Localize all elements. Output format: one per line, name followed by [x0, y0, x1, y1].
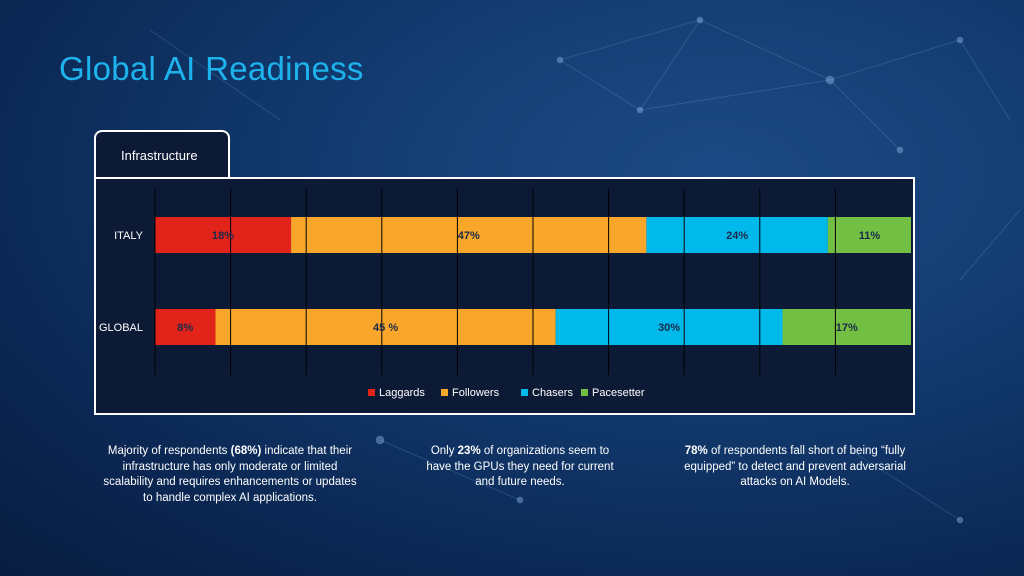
- note-infrastructure: Majority of respondents (68%) indicate t…: [100, 444, 360, 506]
- legend-label-laggards: Laggards: [379, 387, 425, 399]
- note-highlight: 23%: [457, 445, 481, 457]
- data-label: 18%: [212, 230, 234, 242]
- tab-label: Infrastructure: [121, 148, 198, 163]
- bar-chasers-italy: [646, 217, 828, 253]
- data-label: 47%: [458, 230, 480, 242]
- bar-chasers-global: [555, 309, 783, 345]
- data-label: 17%: [836, 322, 858, 334]
- note-text: Majority of respondents: [107, 445, 231, 457]
- chart-panel: 18% 47% 24% 11% 8% 45 % 30% 17% ITALY GLOBAL Lagga…: [94, 177, 915, 415]
- legend-swatch-chasers: [521, 389, 528, 396]
- note-text: of respondents fall short of being “full…: [684, 445, 906, 488]
- data-labels: 18% 47% 24% 11% 8% 45 % 30% 17%: [177, 230, 880, 334]
- bar-laggards-italy: [155, 217, 292, 253]
- bar-laggards-global: [155, 309, 216, 345]
- legend-swatch-laggards: [368, 389, 375, 396]
- data-label: 11%: [859, 230, 881, 242]
- note-gpus: Only 23% of organizations seem to have t…: [420, 444, 620, 491]
- data-label: 8%: [177, 322, 193, 334]
- note-text: of organizations seem to have the GPUs t…: [426, 445, 614, 488]
- bar-followers-global: [215, 309, 556, 345]
- category-label: GLOBAL: [99, 322, 143, 334]
- note-highlight: (68%): [230, 445, 262, 457]
- legend-label-followers: Followers: [452, 387, 500, 399]
- legend-swatch-followers: [441, 389, 448, 396]
- data-label: 30%: [658, 322, 680, 334]
- bar-pacesetter-global: [782, 309, 911, 345]
- legend-swatch-pacesetter: [581, 389, 588, 396]
- note-text: Only: [430, 445, 458, 457]
- legend-label-chasers: Chasers: [532, 387, 573, 399]
- bars: [155, 217, 911, 345]
- bar-followers-italy: [291, 217, 647, 253]
- category-label: ITALY: [114, 230, 144, 242]
- note-text: indicate that their infrastructure has o…: [103, 445, 357, 504]
- note-highlight: 78%: [684, 445, 708, 457]
- page-title: Global AI Readiness: [59, 50, 364, 87]
- data-label: 24%: [726, 230, 748, 242]
- note-adversarial: 78% of respondents fall short of being “…: [680, 444, 910, 491]
- data-label: 45 %: [373, 322, 398, 334]
- stacked-bar-chart: 18% 47% 24% 11% 8% 45 % 30% 17% ITALY GLOBAL Lagga…: [99, 189, 911, 399]
- tab-infrastructure[interactable]: Infrastructure: [94, 130, 230, 178]
- legend-label-pacesetter: Pacesetter: [592, 387, 645, 399]
- bar-pacesetter-italy: [827, 217, 911, 253]
- gridlines: [154, 189, 836, 375]
- legend: Laggards Followers Chasers Pacesetter: [368, 387, 645, 399]
